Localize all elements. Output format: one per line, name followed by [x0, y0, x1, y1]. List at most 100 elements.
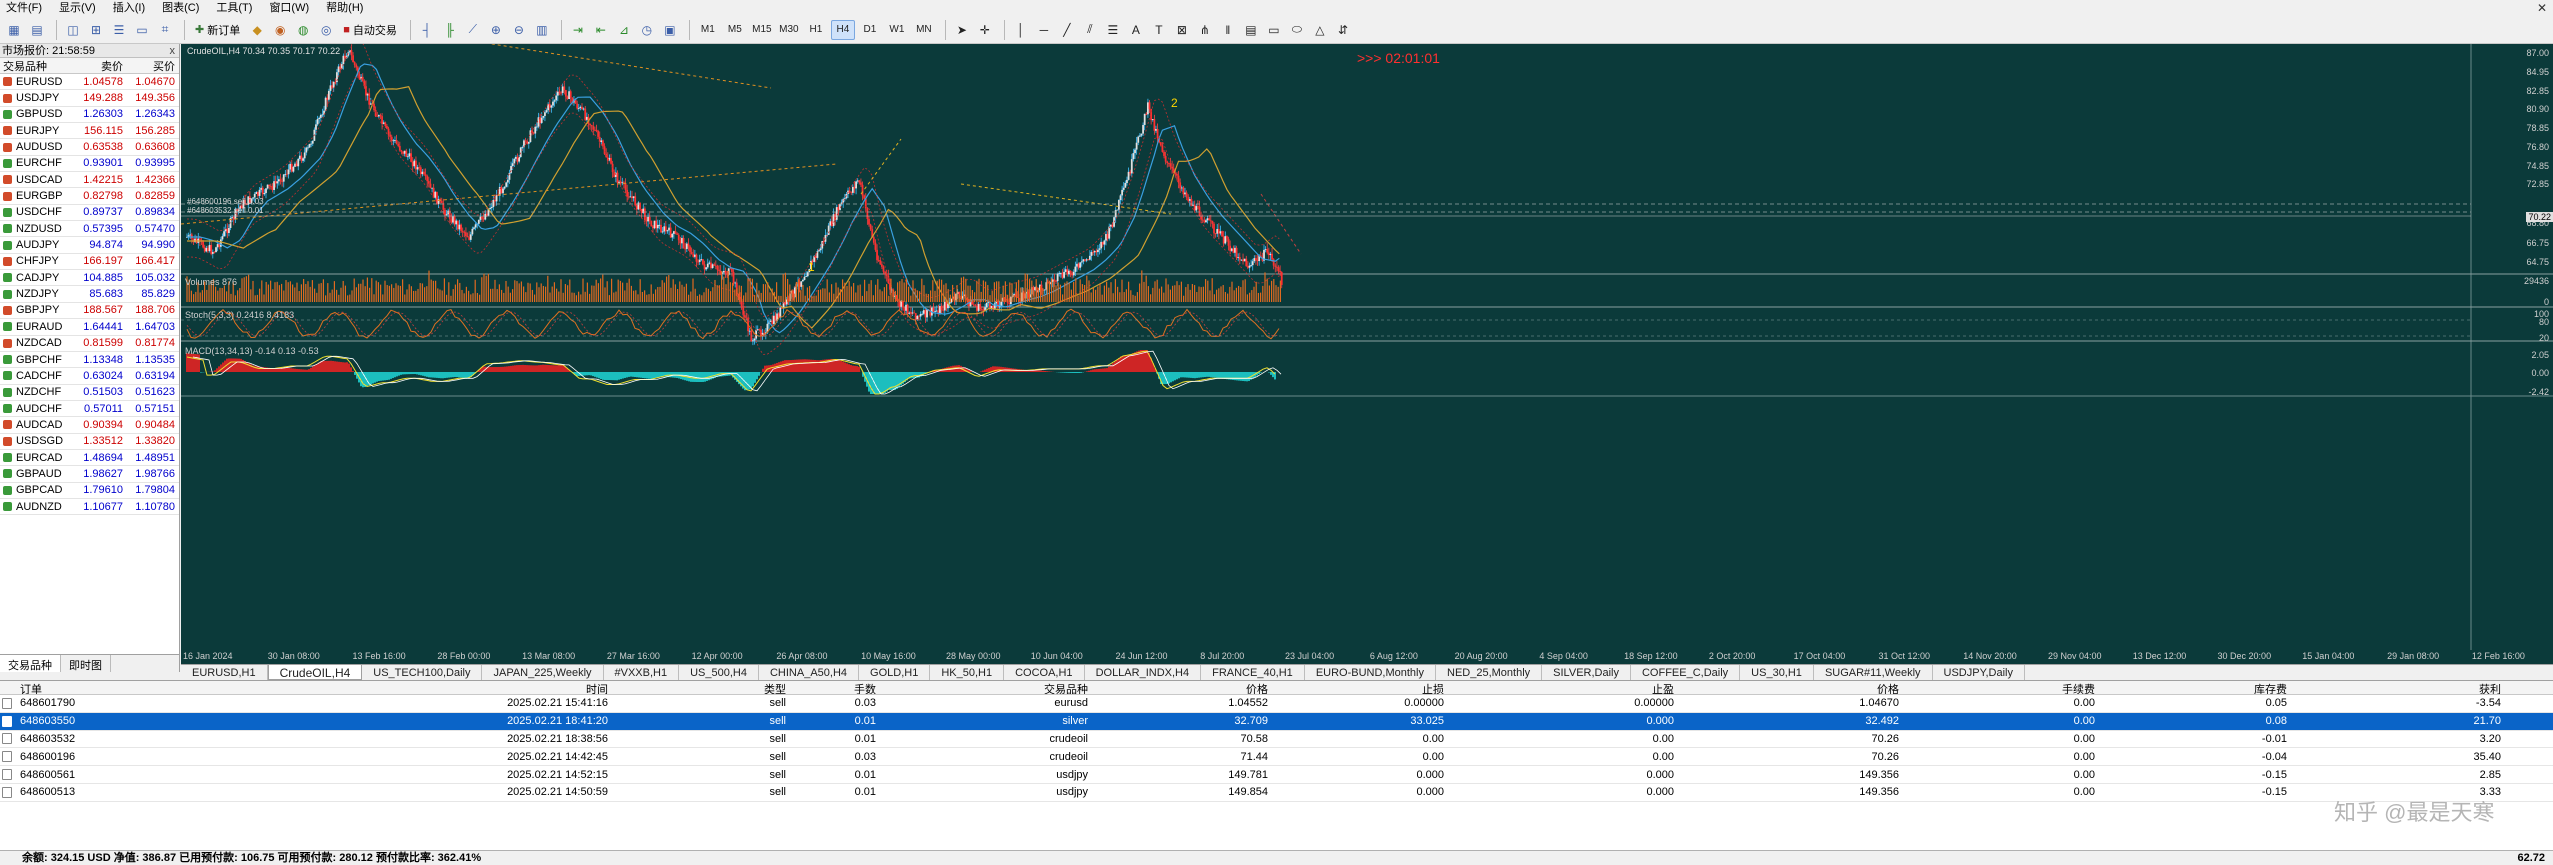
chart-tab[interactable]: EURO-BUND,Monthly [1305, 665, 1436, 680]
bar-chart-icon[interactable]: ┤ [422, 22, 432, 37]
label-icon[interactable]: T [1155, 22, 1163, 37]
navigator-icon[interactable]: ☰ [113, 22, 125, 37]
tile-windows-icon[interactable]: ▥ [536, 22, 548, 37]
vps-icon[interactable]: ◎ [320, 22, 332, 37]
price-chart-canvas[interactable] [181, 44, 2553, 664]
market-watch-row[interactable]: CHFJPY 166.197 166.417 [0, 254, 179, 271]
market-watch-row[interactable]: EURCAD 1.48694 1.48951 [0, 450, 179, 467]
order-row[interactable]: 648603550 2025.02.21 18:41:20 sell 0.01 silv… [0, 712, 2553, 731]
chart-tab[interactable]: #VXXB,H1 [604, 665, 680, 680]
text-icon[interactable]: A [1131, 22, 1140, 37]
menu-insert[interactable]: 插入(I) [112, 2, 146, 14]
cycle-lines-icon[interactable]: ‖ [1225, 22, 1231, 37]
market-watch-row[interactable]: EURJPY 156.115 156.285 [0, 123, 179, 140]
timeframe-h4[interactable]: H4 [830, 19, 855, 40]
chart-tab[interactable]: USDJPY,Daily [1933, 665, 2026, 680]
chart-tab[interactable]: NED_25,Monthly [1436, 665, 1543, 680]
chart-tab[interactable]: EURUSD,H1 [181, 665, 268, 680]
terminal-column-header[interactable]: 获利 [2479, 684, 2501, 694]
market-watch-row[interactable]: CADCHF 0.63024 0.63194 [0, 368, 179, 385]
menu-file[interactable]: 文件(F) [6, 2, 43, 14]
order-line-label[interactable]: #648600196 sell 0.03 [187, 197, 264, 206]
zoom-out-icon[interactable]: ⊖ [513, 22, 524, 37]
triangle-icon[interactable]: △ [1315, 22, 1325, 37]
timeframe-w1[interactable]: W1 [889, 24, 905, 35]
chart-shift-icon[interactable]: ⇤ [595, 22, 606, 37]
timeframe-h1[interactable]: H1 [809, 24, 823, 35]
column-header-bid[interactable]: 卖价 [101, 60, 123, 73]
trendline-icon[interactable]: ╱ [1063, 22, 1071, 37]
chart-tab[interactable]: FRANCE_40,H1 [1201, 665, 1305, 680]
order-line-label[interactable]: #648603532 sell 0.01 [187, 206, 264, 215]
autoscroll-icon[interactable]: ⇥ [572, 22, 583, 37]
chart-tab[interactable]: COCOA,H1 [1004, 665, 1085, 680]
data-window-icon[interactable]: ⊞ [90, 22, 102, 37]
vertical-line-icon[interactable]: │ [1017, 22, 1025, 37]
chart-tab[interactable]: SUGAR#11,Weekly [1814, 665, 1933, 680]
tab-symbols[interactable]: 交易品种 [0, 655, 61, 672]
market-watch-row[interactable]: USDJPY 149.288 149.356 [0, 90, 179, 107]
chart-tab[interactable]: JAPAN_225,Weekly [482, 665, 604, 680]
terminal-column-header[interactable]: 手数 [854, 684, 876, 694]
arrows-icon[interactable]: ⇵ [1337, 22, 1348, 37]
market-watch-row[interactable]: GBPJPY 188.567 188.706 [0, 303, 179, 320]
market-watch-row[interactable]: NZDJPY 85.683 85.829 [0, 286, 179, 303]
menu-window[interactable]: 窗口(W) [269, 2, 310, 14]
timeframe-mn[interactable]: MN [916, 24, 932, 35]
terminal-column-header[interactable]: 订单 [20, 684, 42, 694]
column-header-ask[interactable]: 买价 [153, 60, 175, 73]
timeframe-m15[interactable]: M15 [752, 24, 772, 35]
order-row[interactable]: 648601790 2025.02.21 15:41:16 sell 0.03 euru… [0, 695, 2553, 713]
market-watch-row[interactable]: AUDCAD 0.90394 0.90484 [0, 417, 179, 434]
column-header-symbol[interactable]: 交易品种 [3, 60, 47, 73]
market-watch-row[interactable]: USDCAD 1.42215 1.42366 [0, 172, 179, 189]
terminal-column-header[interactable]: 价格 [1877, 684, 1899, 694]
terminal-column-header[interactable]: 库存费 [2254, 684, 2287, 694]
tab-tick-chart[interactable]: 即时图 [61, 655, 111, 672]
horizontal-line-icon[interactable]: ─ [1039, 22, 1049, 37]
candlestick-icon[interactable]: ╟ [445, 22, 455, 37]
signals-icon[interactable]: ◉ [274, 22, 286, 37]
periods-icon[interactable]: ◷ [641, 22, 653, 37]
market-watch-row[interactable]: GBPUSD 1.26303 1.26343 [0, 107, 179, 124]
chart-tab[interactable]: US_TECH100,Daily [362, 665, 483, 680]
crosshair-icon[interactable]: ✛ [979, 22, 990, 37]
terminal-column-header[interactable]: 止盈 [1652, 684, 1674, 694]
terminal-column-header[interactable]: 价格 [1246, 684, 1268, 694]
menu-view[interactable]: 显示(V) [59, 2, 96, 14]
auto-trading-button[interactable]: ■ 自动交易 [339, 20, 401, 40]
terminal-icon[interactable]: ▭ [136, 22, 148, 37]
market-watch-row[interactable]: NZDCAD 0.81599 0.81774 [0, 336, 179, 352]
metaeditor-icon[interactable]: ◆ [252, 22, 262, 37]
strategy-tester-icon[interactable]: ⌗ [161, 22, 169, 36]
channel-icon[interactable]: ⫽ [1087, 22, 1093, 36]
market-watch-row[interactable]: AUDUSD 0.63538 0.63608 [0, 139, 179, 156]
chart-tab[interactable]: SILVER,Daily [1542, 665, 1631, 680]
fibonacci-icon[interactable]: ☰ [1107, 22, 1119, 37]
market-watch-row[interactable]: AUDNZD 1.10677 1.10780 [0, 499, 179, 516]
market-watch-row[interactable]: EURAUD 1.64441 1.64703 [0, 319, 179, 336]
timeframe-m30[interactable]: M30 [779, 24, 799, 35]
market-icon[interactable]: ◍ [297, 22, 309, 37]
timeframe-m5[interactable]: M5 [727, 24, 742, 35]
chart-tab[interactable]: US_500,H4 [679, 665, 759, 680]
gann-icon[interactable]: ⊠ [1176, 22, 1187, 37]
profiles-icon[interactable]: ▤ [31, 22, 43, 37]
market-watch-row[interactable]: AUDJPY 94.874 94.990 [0, 237, 179, 254]
templates-icon[interactable]: ▣ [664, 22, 676, 37]
order-row[interactable]: 648600561 2025.02.21 14:52:15 sell 0.01 usdj… [0, 766, 2553, 784]
market-watch-row[interactable]: EURUSD 1.04578 1.04670 [0, 74, 179, 91]
cursor-icon[interactable]: ➤ [956, 22, 967, 37]
menu-tools[interactable]: 工具(T) [216, 2, 253, 14]
line-chart-icon[interactable]: ⟋ [468, 22, 478, 36]
terminal-column-header[interactable]: 类型 [764, 684, 786, 694]
menu-charts[interactable]: 图表(C) [162, 2, 200, 14]
order-row[interactable]: 648600196 2025.02.21 14:42:45 sell 0.03 crud… [0, 748, 2553, 767]
chart-tab[interactable]: CrudeOIL,H4 [267, 665, 363, 680]
timeframe-d1[interactable]: D1 [863, 24, 877, 35]
ellipse-icon[interactable]: ⬭ [1291, 22, 1302, 36]
pitchfork-icon[interactable]: ⋔ [1199, 22, 1210, 37]
market-watch-row[interactable]: NZDCHF 0.51503 0.51623 [0, 385, 179, 401]
terminal-column-header[interactable]: 止损 [1422, 684, 1444, 694]
chart-window[interactable]: CrudeOIL,H4 70.34 70.35 70.17 70.22 >>> … [181, 44, 2553, 664]
